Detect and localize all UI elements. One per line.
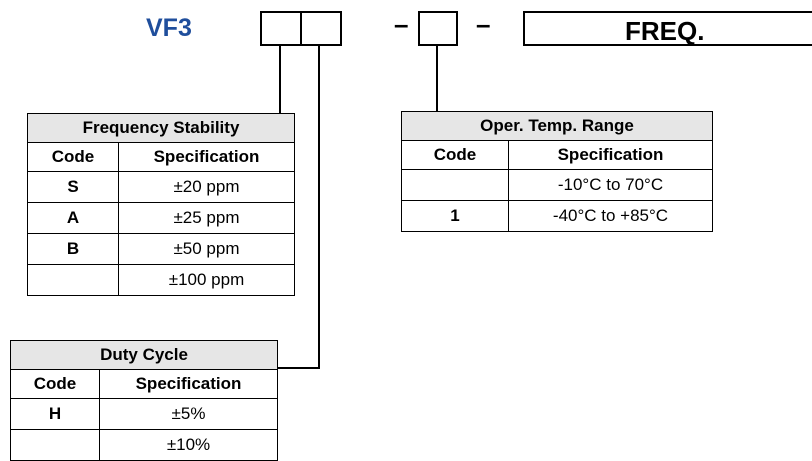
table-title: Oper. Temp. Range bbox=[401, 111, 713, 141]
code-cell bbox=[27, 264, 119, 296]
table-title: Duty Cycle bbox=[10, 340, 278, 370]
table-row: -10°C to 70°C bbox=[401, 169, 713, 201]
table-row: H ±5% bbox=[10, 398, 278, 430]
column-header-specification: Specification bbox=[508, 140, 713, 170]
spec-cell: ±5% bbox=[99, 398, 278, 430]
frequency-box bbox=[523, 11, 812, 46]
table-row: ±10% bbox=[10, 429, 278, 461]
connector-duty-horizontal bbox=[276, 367, 320, 369]
table-title: Frequency Stability bbox=[27, 113, 295, 143]
table-row: S ±20 ppm bbox=[27, 171, 295, 203]
table-row: ±100 ppm bbox=[27, 264, 295, 296]
column-header-code: Code bbox=[10, 369, 100, 399]
separator-dash-2: – bbox=[476, 9, 491, 39]
column-header-specification: Specification bbox=[99, 369, 278, 399]
code-cell: A bbox=[27, 202, 119, 234]
connector-temp-vertical bbox=[436, 46, 438, 111]
stability-code-box bbox=[260, 11, 302, 46]
separator-dash-1: – bbox=[394, 9, 409, 39]
part-prefix: VF3 bbox=[146, 14, 192, 42]
connector-duty-vertical bbox=[318, 46, 320, 369]
spec-cell: -10°C to 70°C bbox=[508, 169, 713, 201]
duty-code-box bbox=[300, 11, 342, 46]
code-cell: 1 bbox=[401, 200, 509, 232]
code-cell: H bbox=[10, 398, 100, 430]
spec-cell: ±10% bbox=[99, 429, 278, 461]
code-cell: S bbox=[27, 171, 119, 203]
frequency-label: FREQ. bbox=[625, 16, 705, 46]
temp-range-table: Oper. Temp. Range Code Specification -10… bbox=[401, 111, 713, 232]
code-cell: B bbox=[27, 233, 119, 265]
table-row: B ±50 ppm bbox=[27, 233, 295, 265]
spec-cell: -40°C to +85°C bbox=[508, 200, 713, 232]
table-row: 1 -40°C to +85°C bbox=[401, 200, 713, 232]
column-header-code: Code bbox=[401, 140, 509, 170]
connector-stability-vertical bbox=[279, 46, 281, 113]
column-header-code: Code bbox=[27, 142, 119, 172]
column-header-specification: Specification bbox=[118, 142, 295, 172]
spec-cell: ±20 ppm bbox=[118, 171, 295, 203]
code-cell bbox=[10, 429, 100, 461]
duty-cycle-table: Duty Cycle Code Specification H ±5% ±10% bbox=[10, 340, 278, 461]
temp-code-box bbox=[418, 11, 458, 46]
spec-cell: ±25 ppm bbox=[118, 202, 295, 234]
table-row: A ±25 ppm bbox=[27, 202, 295, 234]
frequency-stability-table: Frequency Stability Code Specification S… bbox=[27, 113, 295, 296]
code-cell bbox=[401, 169, 509, 201]
spec-cell: ±50 ppm bbox=[118, 233, 295, 265]
spec-cell: ±100 ppm bbox=[118, 264, 295, 296]
